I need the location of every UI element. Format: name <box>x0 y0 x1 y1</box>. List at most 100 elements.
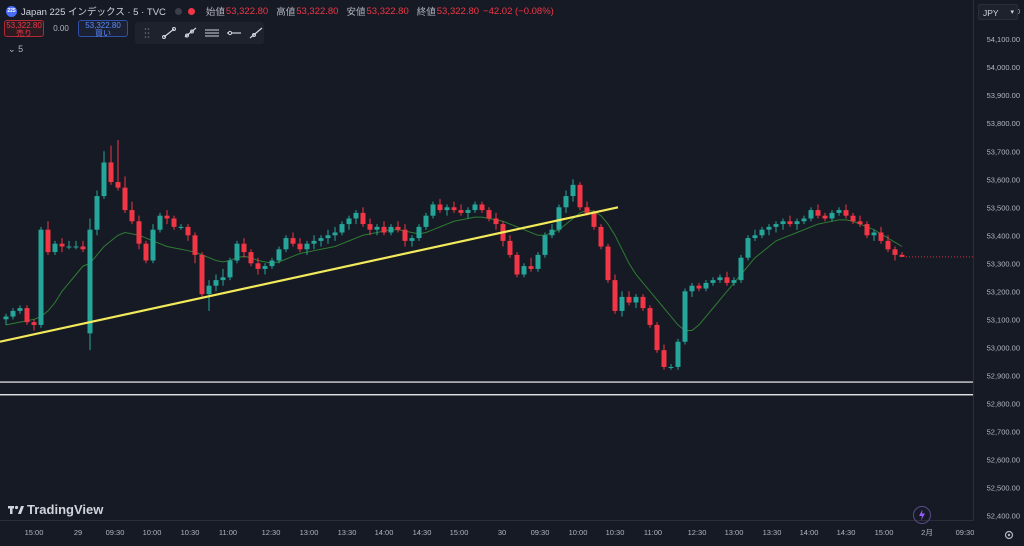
candle-body <box>206 285 212 295</box>
candle-body <box>178 226 184 228</box>
tradingview-logo[interactable]: TradingView <box>8 502 103 517</box>
candle-body <box>402 229 408 241</box>
candle-body <box>752 235 758 239</box>
currency-selector[interactable]: JPY ▾ <box>978 4 1018 20</box>
candle-body <box>493 218 499 225</box>
buy-button[interactable]: 53,322.80 買い <box>78 20 128 38</box>
sell-button[interactable]: 53,322.80 売り <box>4 20 44 38</box>
candle-body <box>409 238 415 241</box>
extended-line-tool-icon[interactable] <box>248 26 264 40</box>
candle-body <box>213 280 219 286</box>
candle-body <box>619 296 625 311</box>
price-tick-label: 53,300.00 <box>987 259 1020 268</box>
symbol-legend: 225 Japan 225 インデックス · 5 · TVC 始値 53,322.… <box>6 4 554 18</box>
collapse-chevron-icon[interactable]: ⌄ <box>8 44 16 54</box>
price-tick-label: 53,600.00 <box>987 175 1020 184</box>
candle-body <box>773 224 779 227</box>
drawing-toolbar <box>135 22 264 44</box>
candle-body <box>703 282 709 289</box>
candle-body <box>430 204 436 216</box>
candle-body <box>745 238 751 258</box>
candle-body <box>10 310 16 317</box>
price-axis[interactable]: 54,200.0054,100.0054,000.0053,900.0053,8… <box>973 0 1024 541</box>
candle-body <box>787 221 793 225</box>
logo-text: TradingView <box>27 502 104 517</box>
candle-body <box>696 285 702 289</box>
candle-body <box>24 308 30 323</box>
candle-body <box>332 232 338 236</box>
time-tick-label: 09:30 <box>956 528 974 537</box>
candle-body <box>556 207 562 230</box>
time-axis[interactable]: 15:00 29 09:30 10:00 10:30 11:00 12:30 13:00 13:… <box>0 520 974 541</box>
high-label: 高値 <box>276 7 296 18</box>
lightning-icon[interactable] <box>913 506 931 524</box>
candle-body <box>689 285 695 292</box>
candle-body <box>374 226 380 230</box>
price-tick-label: 53,500.00 <box>987 203 1020 212</box>
candle-body <box>528 266 534 269</box>
candle-body <box>185 226 191 236</box>
price-tick-label: 53,200.00 <box>987 287 1020 296</box>
change-value: −42.02 (−0.08%) <box>483 5 554 17</box>
candle-body <box>66 246 72 248</box>
candle-body <box>234 243 240 261</box>
candle-body <box>843 210 849 216</box>
candle-body <box>388 226 394 233</box>
candle-body <box>710 280 716 283</box>
candle-body <box>626 296 632 303</box>
time-tick-label: 10:30 <box>181 528 200 537</box>
candle-body <box>815 210 821 216</box>
symbol-badge: 225 <box>6 5 17 17</box>
candle-body <box>864 224 870 236</box>
candle-body <box>255 263 261 269</box>
interval-label: 5 <box>18 44 24 54</box>
time-tick-label: 13:30 <box>763 528 782 537</box>
candle-body <box>360 212 366 225</box>
candle-body <box>878 232 884 241</box>
price-tick-label: 52,700.00 <box>987 427 1020 436</box>
time-tick-label: 13:00 <box>300 528 319 537</box>
sell-label: 売り <box>16 29 32 38</box>
ray-tool-icon[interactable] <box>183 26 199 40</box>
candle-body <box>605 246 611 281</box>
candle-body <box>318 238 324 241</box>
candle-body <box>724 277 730 283</box>
candle-body <box>717 277 723 281</box>
candle-body <box>829 212 835 219</box>
candle-body <box>136 221 142 244</box>
candle-body <box>416 226 422 239</box>
symbol-title[interactable]: Japan 225 インデックス · 5 · TVC <box>21 7 166 18</box>
horizontal-line-tool-icon[interactable] <box>226 26 242 40</box>
sell-price: 53,322.80 <box>6 21 42 30</box>
candle-body <box>682 291 688 342</box>
low-label: 安値 <box>346 7 366 18</box>
parallel-channel-tool-icon[interactable] <box>204 26 220 40</box>
candle-body <box>850 215 856 222</box>
low-value: 53,322.80 <box>366 5 409 17</box>
candle-body <box>766 226 772 230</box>
candle-body <box>801 218 807 222</box>
candle-body <box>150 229 156 261</box>
time-tick-label: 13:00 <box>725 528 744 537</box>
time-tick-label: 15:00 <box>450 528 469 537</box>
gear-icon[interactable] <box>1004 527 1014 545</box>
interval-indicator[interactable]: ⌄ 5 <box>8 44 23 55</box>
candle-body <box>297 243 303 250</box>
horizontal-lines: 52,876.0552,830.7053,322.80 <box>0 250 1020 401</box>
candle-body <box>241 243 247 253</box>
trend-line-tool-icon[interactable] <box>161 26 177 40</box>
candle-body <box>654 324 660 351</box>
candle-body <box>542 235 548 255</box>
candle-body <box>17 308 23 311</box>
trendline-layer <box>0 206 619 343</box>
candle-body <box>507 240 513 255</box>
drag-handle-icon[interactable] <box>139 26 155 40</box>
time-tick-label: 30 <box>498 528 506 537</box>
candle-body <box>458 210 464 213</box>
candle-body <box>479 204 485 211</box>
time-tick-label: 15:00 <box>875 528 894 537</box>
candle-body <box>94 196 100 230</box>
time-tick-label: 15:00 <box>25 528 44 537</box>
candle-body <box>31 322 37 325</box>
